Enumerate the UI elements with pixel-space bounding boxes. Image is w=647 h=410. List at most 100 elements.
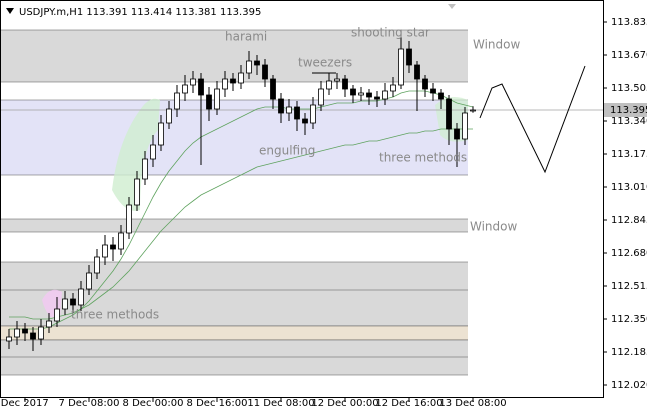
y-tick-label: 113.340 xyxy=(611,116,647,127)
candle-body xyxy=(94,256,100,274)
candle-body xyxy=(470,109,476,112)
x-tick-label: 11 Dec 08:00 xyxy=(247,398,314,409)
shift-marker xyxy=(448,4,456,9)
candle-body xyxy=(446,98,452,130)
candle-body xyxy=(366,92,372,98)
candle-body xyxy=(38,326,44,340)
annotation: three methods xyxy=(71,308,159,322)
candle-body xyxy=(46,320,52,328)
y-tick-label: 113.010 xyxy=(611,182,647,193)
y-tick-label: 112.020 xyxy=(611,380,647,391)
annotation: Window xyxy=(473,38,521,52)
candle-body xyxy=(278,98,284,114)
x-tick-label: 13 Dec 08:00 xyxy=(439,398,506,409)
candle-body xyxy=(238,72,244,84)
title-marker xyxy=(6,8,14,14)
candle-body xyxy=(62,298,68,310)
annotation: engulfing xyxy=(259,144,315,158)
candle-body xyxy=(222,78,228,90)
candle-body xyxy=(118,232,124,250)
candle-body xyxy=(6,336,12,342)
candle-body xyxy=(438,92,444,100)
y-tick-label: 113.505 xyxy=(611,83,647,94)
candle-body xyxy=(102,244,108,258)
last-price-box xyxy=(604,103,647,117)
x-tick-label: 12 Dec 00:00 xyxy=(311,398,378,409)
candle-body xyxy=(326,80,332,90)
x-tick-label: 8 Dec 00:00 xyxy=(123,398,184,409)
candle-body xyxy=(374,96,380,100)
candle-body xyxy=(358,92,364,96)
y-tick-label: 112.680 xyxy=(611,248,647,259)
candle-body xyxy=(86,272,92,290)
candle-body xyxy=(286,106,292,114)
annotation: harami xyxy=(225,30,267,44)
candle-body xyxy=(174,92,180,110)
candle-body xyxy=(398,48,404,86)
candle-body xyxy=(190,78,196,86)
candle-body xyxy=(78,288,84,306)
x-tick-label: 6 Dec 2017 xyxy=(0,398,49,409)
candle-body xyxy=(430,88,436,94)
candle-body xyxy=(406,48,412,66)
candle-body xyxy=(126,204,132,234)
projection-line xyxy=(479,65,586,174)
moving-average xyxy=(9,128,473,320)
candle-body xyxy=(350,88,356,96)
candle-body xyxy=(342,78,348,90)
candle-body xyxy=(206,94,212,110)
y-tick-label: 113.175 xyxy=(611,149,647,160)
x-tick-label: 8 Dec 16:00 xyxy=(187,398,248,409)
zone xyxy=(1,30,468,82)
candle-body xyxy=(390,84,396,92)
annotation: tweezers xyxy=(298,56,352,70)
candle-body xyxy=(454,128,460,140)
pattern-highlight xyxy=(112,98,160,211)
candle-body xyxy=(158,122,164,146)
candle-body xyxy=(150,144,156,160)
y-tick-label: 112.515 xyxy=(611,281,647,292)
y-tick-label: 113.835 xyxy=(611,17,647,28)
candle-body xyxy=(414,64,420,80)
candle-body xyxy=(422,78,428,90)
candle-body xyxy=(246,60,252,74)
candle-body xyxy=(14,328,20,338)
y-tick-label: 112.845 xyxy=(611,215,647,226)
candle-body xyxy=(302,118,308,124)
candle-body xyxy=(142,158,148,180)
candle-body xyxy=(262,64,268,80)
y-tick-label: 112.350 xyxy=(611,314,647,325)
candle-body xyxy=(214,88,220,110)
candle-body xyxy=(230,78,236,84)
candle-body xyxy=(54,308,60,322)
candle-body xyxy=(134,178,140,206)
candle-body xyxy=(382,90,388,100)
candle-body xyxy=(166,108,172,124)
candle-body xyxy=(462,112,468,140)
moving-average xyxy=(9,90,474,330)
candle-body xyxy=(334,78,340,82)
candle-body xyxy=(318,88,324,106)
annotation: Window xyxy=(470,220,518,234)
annotation: three methods xyxy=(379,151,467,165)
candle-body xyxy=(254,60,260,66)
candle-body xyxy=(294,106,300,120)
zone xyxy=(1,326,468,340)
candle-body xyxy=(70,298,76,306)
candle-body xyxy=(270,78,276,100)
annotation: shooting star xyxy=(351,26,430,40)
x-tick-label: 12 Dec 16:00 xyxy=(375,398,442,409)
plot-frame xyxy=(0,0,604,398)
candle-body xyxy=(198,78,204,96)
zone xyxy=(1,219,468,232)
x-tick-label: 7 Dec 08:00 xyxy=(59,398,120,409)
candle-body xyxy=(310,104,316,124)
candle-body xyxy=(110,244,116,250)
chart-title: USDJPY.m,H1 113.391 113.414 113.381 113.… xyxy=(19,7,261,18)
last-price-label: 113.395 xyxy=(610,105,647,116)
zone xyxy=(1,340,468,375)
y-tick-label: 112.185 xyxy=(611,347,647,358)
candle-body xyxy=(30,332,36,340)
